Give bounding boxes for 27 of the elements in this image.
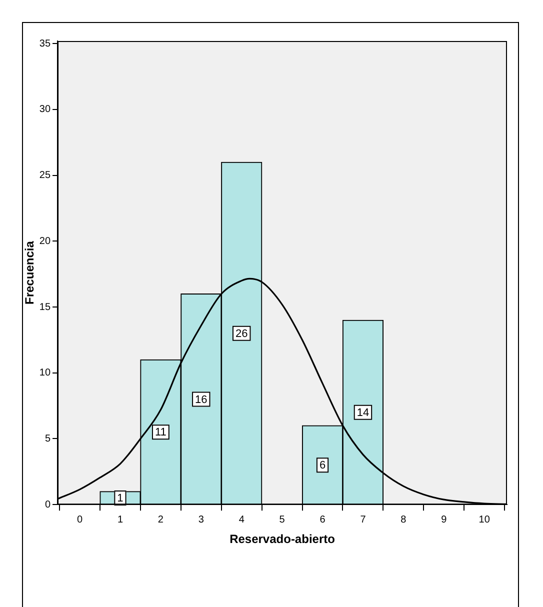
data-label: 11 — [154, 426, 166, 439]
x-tick-label: 7 — [360, 514, 366, 526]
y-tick-label: 5 — [44, 434, 51, 444]
x-tick-label: 0 — [76, 514, 83, 526]
y-tick-label: 10 — [39, 368, 51, 379]
y-tick-label: 0 — [44, 499, 51, 510]
x-tick-label: 5 — [279, 514, 286, 526]
data-label: 1 — [117, 492, 124, 505]
y-tick-label: 30 — [39, 104, 51, 116]
x-tick-label: 2 — [158, 514, 164, 526]
data-label: 26 — [235, 328, 248, 340]
x-tick-label: 4 — [238, 514, 245, 526]
data-label: 16 — [195, 394, 208, 406]
x-tick-label: 10 — [478, 514, 490, 526]
x-tick-label: 3 — [198, 514, 204, 526]
x-tick-label: 1 — [117, 514, 124, 526]
y-tick-label: 35 — [39, 38, 51, 50]
x-tick-label: 6 — [320, 514, 326, 526]
data-label: 14 — [356, 406, 370, 419]
x-tick-label: 8 — [400, 514, 407, 526]
data-label: 6 — [319, 460, 326, 472]
y-axis-title: Frecuencia — [22, 240, 37, 304]
x-tick-label: 9 — [441, 514, 448, 526]
y-tick-label: 15 — [39, 302, 51, 313]
y-tick-label: 25 — [39, 170, 51, 182]
y-tick-label: 20 — [39, 236, 51, 247]
x-axis-title: Reservado-abierto — [230, 532, 335, 546]
